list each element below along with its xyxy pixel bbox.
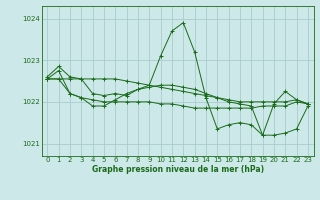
X-axis label: Graphe pression niveau de la mer (hPa): Graphe pression niveau de la mer (hPa): [92, 165, 264, 174]
